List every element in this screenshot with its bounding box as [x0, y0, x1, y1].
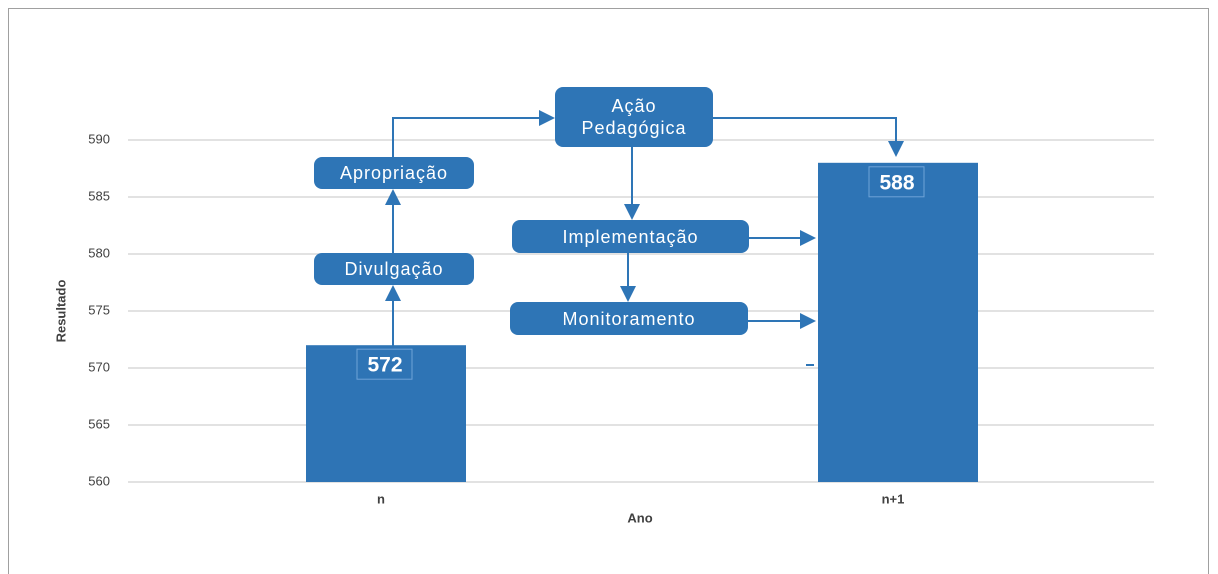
- value-label: 572: [367, 354, 402, 377]
- y-axis-title: Resultado: [53, 280, 68, 343]
- bar: [818, 162, 978, 483]
- bar: [306, 345, 466, 482]
- value-label-box: [356, 348, 413, 380]
- value-label-box: [868, 166, 925, 198]
- y-tick-label: 575: [88, 302, 110, 317]
- value-label: 588: [879, 171, 914, 194]
- annotation-box: Monitoramento: [510, 302, 748, 335]
- y-tick-label: 570: [88, 359, 110, 374]
- x-tick-label: n+1: [882, 491, 905, 506]
- y-tick-label: 560: [88, 473, 110, 488]
- y-tick-label: 585: [88, 188, 110, 203]
- x-tick-label: n: [377, 491, 385, 506]
- y-tick-label: 590: [88, 131, 110, 146]
- x-axis-title: Ano: [627, 510, 652, 525]
- annotation-box: Implementação: [512, 220, 749, 253]
- frame: [8, 8, 1209, 574]
- y-tick-label: 580: [88, 245, 110, 260]
- annotation-box: Divulgação: [314, 253, 474, 285]
- y-tick-label: 565: [88, 416, 110, 431]
- annotation-box: Apropriação: [314, 157, 474, 189]
- arrows: [385, 110, 904, 366]
- annotation-box: Ação Pedagógica: [555, 87, 713, 147]
